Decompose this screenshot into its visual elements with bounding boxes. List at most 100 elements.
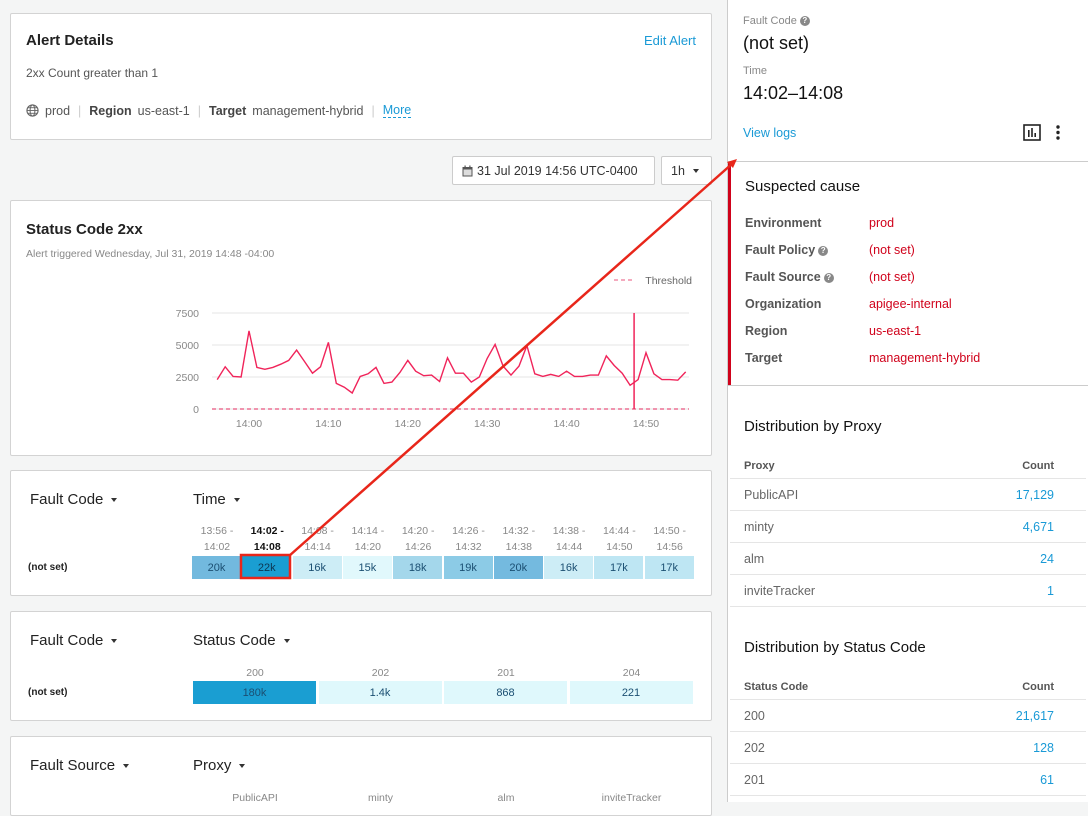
caret-down-icon: [693, 169, 699, 173]
heatmap-cell[interactable]: 16k: [544, 556, 593, 579]
row-count[interactable]: 24: [1040, 552, 1054, 566]
region-label: Region: [89, 104, 131, 118]
suspected-cause-value: apigee-internal: [869, 297, 952, 311]
y-tick-label: 7500: [176, 308, 200, 320]
detail-panel: Fault Code? (not set) Time 14:02–14:08 V…: [727, 0, 1088, 802]
row-label: (not set): [28, 562, 67, 573]
caret-down-icon: [284, 639, 290, 643]
heatmap-cell[interactable]: 17k: [594, 556, 643, 579]
suspected-cause-value: us-east-1: [869, 324, 921, 338]
row-name: minty: [744, 520, 774, 534]
row-dimension-dropdown[interactable]: Fault Code: [30, 632, 117, 649]
x-tick-label: 14:00: [236, 418, 262, 430]
column-header: Count: [1022, 460, 1054, 472]
help-icon[interactable]: ?: [824, 273, 834, 283]
environment-value: prod: [45, 104, 70, 118]
time-from: 14:50 -: [645, 523, 695, 539]
row-count[interactable]: 128: [1033, 741, 1054, 755]
row-count[interactable]: 1: [1047, 584, 1054, 598]
alert-description: 2xx Count greater than 1: [26, 66, 158, 80]
row-dimension-dropdown[interactable]: Fault Code: [30, 491, 117, 508]
heatmap-cell[interactable]: 15k: [343, 556, 392, 579]
row-dimension-dropdown[interactable]: Fault Source: [30, 757, 129, 774]
col-dimension-dropdown[interactable]: Status Code: [193, 632, 290, 649]
heatmap-cell[interactable]: 18k: [393, 556, 442, 579]
view-logs-link[interactable]: View logs: [743, 126, 796, 140]
column-header: Proxy: [744, 460, 775, 472]
time-from: 13:56 -: [192, 523, 242, 539]
heatmap-cell[interactable]: 180k: [193, 681, 316, 704]
row-count[interactable]: 21,617: [1016, 709, 1054, 723]
col-dimension-label: Status Code: [193, 632, 276, 649]
time-column-label: 14:26 -14:32: [444, 523, 494, 555]
proxy-column-label: PublicAPI: [193, 790, 317, 806]
heatmap-cell[interactable]: 19k: [444, 556, 493, 579]
heatmap-cell[interactable]: 22k: [242, 556, 291, 579]
x-tick-label: 14:30: [474, 418, 500, 430]
more-vert-icon[interactable]: [1055, 124, 1061, 141]
status-column-label: 200: [193, 665, 317, 681]
table-row: 201 61: [730, 764, 1086, 796]
col-dimension-label: Proxy: [193, 757, 231, 774]
y-tick-label: 5000: [176, 340, 200, 352]
edit-alert-link[interactable]: Edit Alert: [644, 33, 696, 48]
row-label: (not set): [28, 687, 67, 698]
row-count[interactable]: 4,671: [1023, 520, 1054, 534]
chart-icon[interactable]: [1023, 124, 1041, 141]
time-label: Time: [743, 65, 767, 77]
row-name: inviteTracker: [744, 584, 815, 598]
x-tick-label: 14:40: [553, 418, 579, 430]
time-column-label: 13:56 -14:02: [192, 523, 242, 555]
row-name: 200: [744, 709, 765, 723]
heatmap-cell[interactable]: 221: [570, 681, 693, 704]
proxy-column-label: minty: [319, 790, 443, 806]
more-link[interactable]: More: [383, 103, 411, 118]
row-count[interactable]: 17,129: [1016, 488, 1054, 502]
help-icon[interactable]: ?: [818, 246, 828, 256]
time-to: 14:14: [293, 539, 343, 555]
proxy-column-label: alm: [444, 790, 568, 806]
alert-meta: prod | Region us-east-1 | Target managem…: [26, 103, 411, 118]
time-from: 14:44 -: [594, 523, 644, 539]
heatmap-cell[interactable]: 1.4k: [319, 681, 442, 704]
date-value: 31 Jul 2019 14:56 UTC-0400: [477, 164, 638, 178]
col-dimension-dropdown[interactable]: Proxy: [193, 757, 245, 774]
time-to: 14:38: [494, 539, 544, 555]
row-count[interactable]: 61: [1040, 773, 1054, 787]
heatmap-cell[interactable]: 20k: [192, 556, 241, 579]
time-column-label: 14:08 -14:14: [293, 523, 343, 555]
alert-details-title: Alert Details: [26, 32, 114, 49]
heatmap-cell[interactable]: 17k: [645, 556, 694, 579]
time-to: 14:02: [192, 539, 242, 555]
suspected-cause-value: (not set): [869, 270, 915, 284]
date-picker-button[interactable]: 31 Jul 2019 14:56 UTC-0400: [452, 156, 655, 185]
time-from: 14:02 -: [242, 523, 292, 539]
row-dimension-label: Fault Code: [30, 491, 103, 508]
heatmap-cell[interactable]: 16k: [293, 556, 342, 579]
table-header: Proxy Count: [730, 454, 1086, 479]
col-dimension-dropdown[interactable]: Time: [193, 491, 240, 508]
suspected-cause-key: Environment: [745, 216, 869, 230]
suspected-cause-value: (not set): [869, 243, 915, 257]
status-code-chart-card: Status Code 2xx Alert triggered Wednesda…: [10, 200, 712, 456]
divider: |: [78, 104, 81, 118]
suspected-cause-title: Suspected cause: [745, 178, 860, 195]
heatmap-cell[interactable]: 868: [444, 681, 567, 704]
time-to: 14:08: [242, 539, 292, 555]
heatmap-cell[interactable]: 20k: [494, 556, 543, 579]
status-column-label: 202: [319, 665, 443, 681]
help-icon[interactable]: ?: [800, 16, 810, 26]
range-dropdown[interactable]: 1h: [661, 156, 712, 185]
dist-proxy-title: Distribution by Proxy: [744, 418, 882, 435]
table-row: inviteTracker 1: [730, 575, 1086, 607]
time-from: 14:32 -: [494, 523, 544, 539]
row-name: 201: [744, 773, 765, 787]
time-from: 14:14 -: [343, 523, 393, 539]
